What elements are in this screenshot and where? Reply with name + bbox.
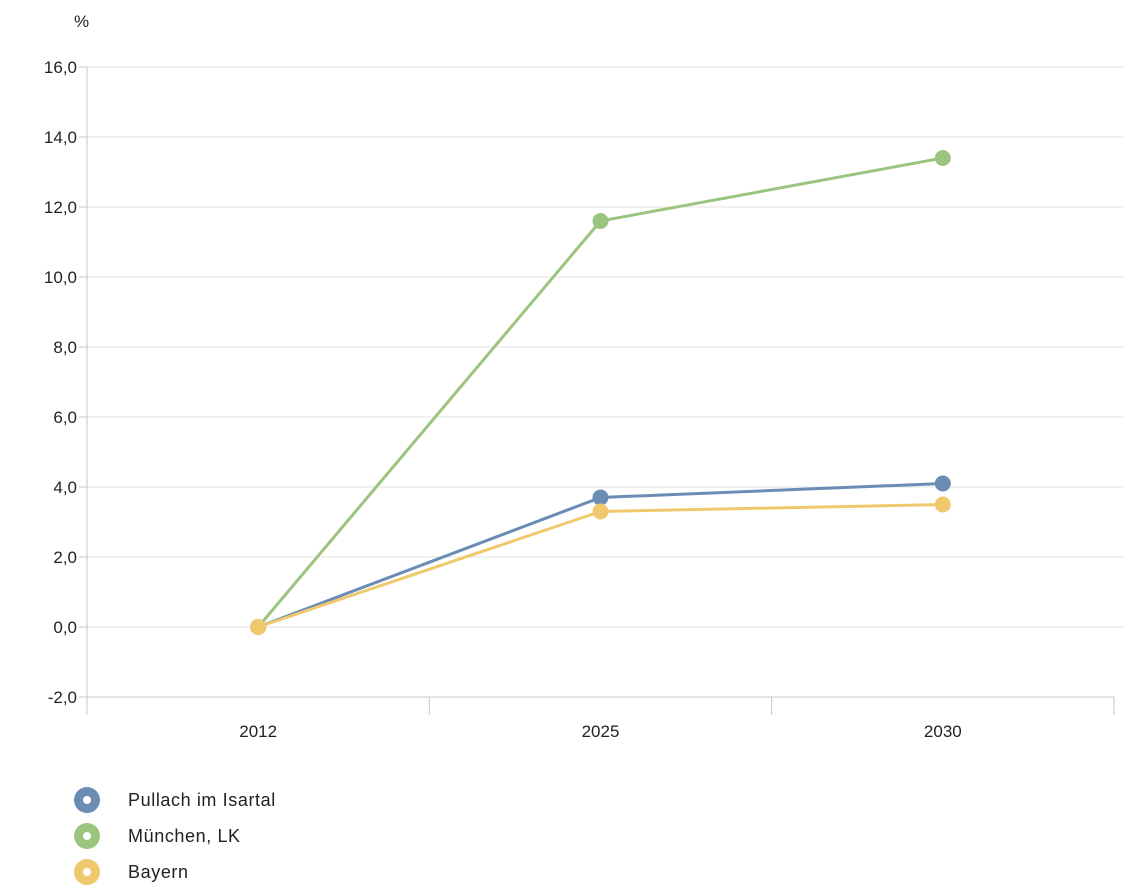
y-tick-label: 2,0 <box>53 548 77 567</box>
x-tick-label: 2012 <box>239 722 277 741</box>
grid-lines <box>87 66 1124 628</box>
x-tick-label: 2030 <box>924 722 962 741</box>
y-tick-label: 16,0 <box>44 58 77 77</box>
y-tick-label: 6,0 <box>53 408 77 427</box>
legend-item[interactable]: Bayern <box>74 854 276 890</box>
axes <box>79 66 1115 715</box>
y-tick-label: 8,0 <box>53 338 77 357</box>
y-axis-ticks: -2,0 0,0 2,0 4,0 6,0 8,0 10,0 12,0 14,0 16,0 <box>44 58 77 707</box>
data-point[interactable] <box>592 489 609 506</box>
x-axis-ticks: 2012 2025 2030 <box>239 722 961 741</box>
legend-label: Bayern <box>128 861 189 882</box>
y-axis-unit-label: % <box>74 12 89 31</box>
y-tick-label: 4,0 <box>53 478 77 497</box>
y-tick-label: -2,0 <box>48 688 77 707</box>
legend-marker-icon <box>74 787 100 813</box>
y-tick-label: 14,0 <box>44 128 77 147</box>
legend-item[interactable]: München, LK <box>74 818 276 854</box>
legend-marker-icon <box>74 823 100 849</box>
data-points <box>250 150 951 635</box>
data-point[interactable] <box>934 475 951 492</box>
line-chart: % -2,0 0,0 2,0 4,0 6,0 8,0 10,0 12,0 14,0 16,0 20… <box>44 12 1124 741</box>
y-tick-label: 12,0 <box>44 198 77 217</box>
legend-label: München, LK <box>128 825 241 846</box>
y-tick-label: 10,0 <box>44 268 77 287</box>
data-point[interactable] <box>934 150 951 166</box>
legend-label: Pullach im Isartal <box>128 789 276 810</box>
legend: Pullach im Isartal München, LK Bayern <box>74 782 276 890</box>
data-point[interactable] <box>592 503 609 520</box>
x-tick-label: 2025 <box>582 722 620 741</box>
legend-marker-icon <box>74 859 100 885</box>
series-line-2 <box>257 503 943 629</box>
data-point[interactable] <box>592 213 609 229</box>
y-tick-label: 0,0 <box>53 618 77 637</box>
legend-item[interactable]: Pullach im Isartal <box>74 782 276 818</box>
data-point[interactable] <box>250 619 267 635</box>
data-point[interactable] <box>934 496 951 513</box>
